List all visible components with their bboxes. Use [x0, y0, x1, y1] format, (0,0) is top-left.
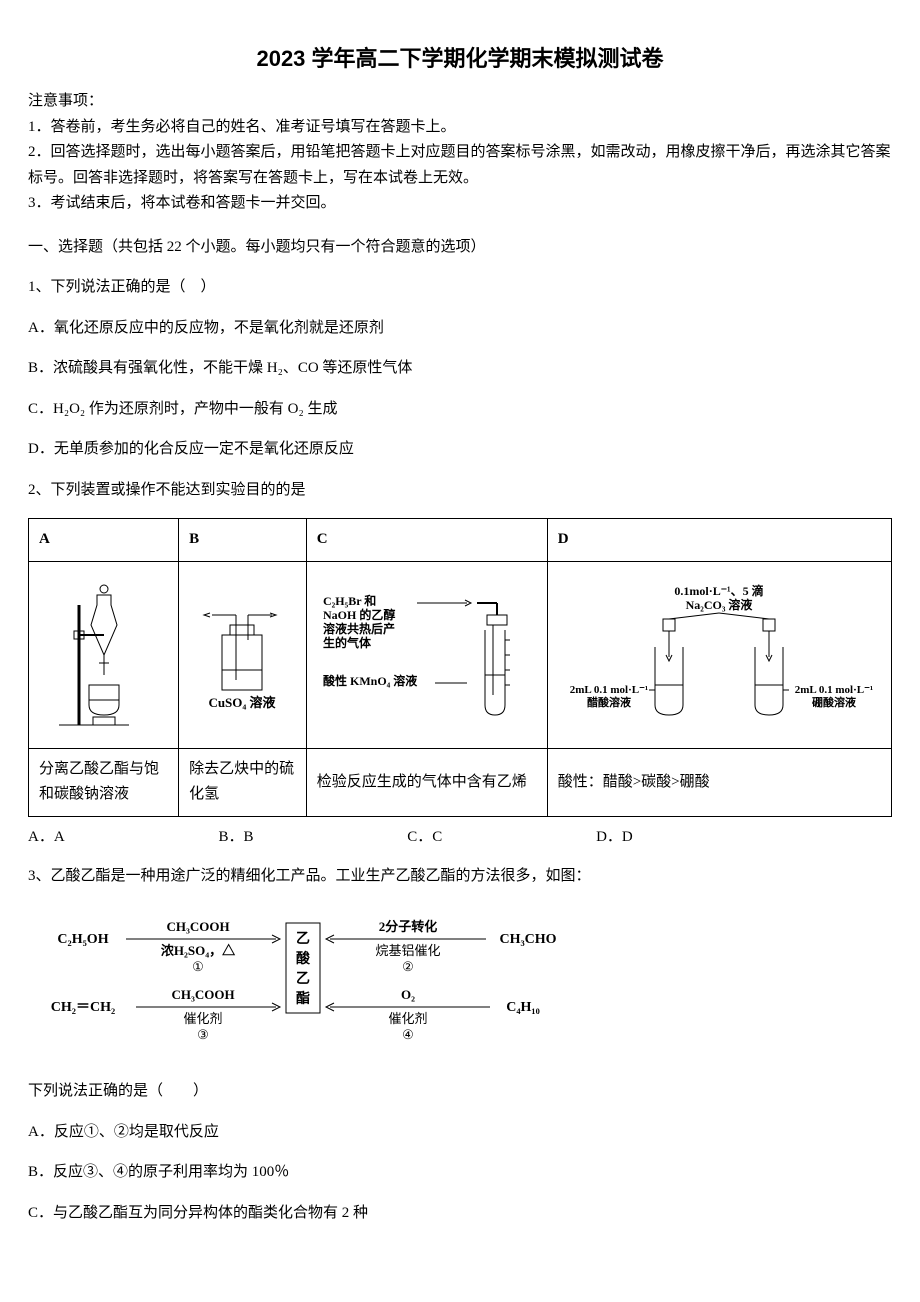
svg-text:酸性 KMnO₄ 溶液: 酸性 KMnO₄ 溶液: [323, 673, 417, 688]
q3-tail: 下列说法正确的是（ ）: [28, 1079, 892, 1105]
svg-text:2mL 0.1 mol·L⁻¹: 2mL 0.1 mol·L⁻¹: [795, 684, 873, 696]
svg-text:醋酸溶液: 醋酸溶液: [587, 695, 632, 709]
svg-text:CH₃COOH: CH₃COOH: [166, 919, 229, 934]
svg-text:Na₂CO₃ 溶液: Na₂CO₃ 溶液: [686, 597, 753, 612]
svg-text:C₂H₅OH: C₂H₅OH: [57, 932, 108, 947]
q3-opt-a: A．反应①、②均是取代反应: [28, 1120, 892, 1146]
notice-item-1: 1．答卷前，考生务必将自己的姓名、准考证号填写在答题卡上。: [28, 115, 892, 141]
svg-text:催化剂: 催化剂: [388, 1011, 427, 1026]
svg-text:②: ②: [402, 959, 414, 974]
q2-th-a: A: [29, 519, 179, 562]
q3-stem: 3、乙酸乙酯是一种用途广泛的精细化工产品。工业生产乙酸乙酯的方法很多，如图：: [28, 864, 892, 890]
q2-fig-c: C₂H₅Br 和 NaOH 的乙醇 溶液共热后产 生的气体 酸性 KMnO₄ 溶…: [306, 561, 547, 748]
q1-stem: 1、下列说法正确的是（ ）: [28, 275, 892, 301]
q2-opt-d: D．D: [596, 825, 633, 851]
q1-opt-a: A．氧化还原反应中的反应物，不是氧化剂就是还原剂: [28, 316, 892, 342]
q2-th-c: C: [306, 519, 547, 562]
svg-text:溶液共热后产: 溶液共热后产: [323, 621, 395, 636]
svg-text:浓H₂SO₄，△: 浓H₂SO₄，△: [161, 943, 236, 958]
svg-text:CH₂＝CH₂: CH₂＝CH₂: [51, 1000, 115, 1015]
q2-options: A．A B．B C．C D．D: [28, 825, 633, 851]
svg-text:CH₃COOH: CH₃COOH: [171, 987, 234, 1002]
q2-fig-d: 0.1mol·L⁻¹、5 滴 Na₂CO₃ 溶液 2mL 0.1 mol·L⁻¹…: [547, 561, 891, 748]
gas-wash-bottle-icon: CuSO₄ 溶液: [192, 595, 292, 715]
svg-text:C₄H₁₀: C₄H₁₀: [506, 1000, 540, 1015]
svg-text:C₂H₅Br 和: C₂H₅Br 和: [323, 593, 376, 608]
svg-text:④: ④: [402, 1027, 414, 1042]
notice-item-3: 3．考试结束后，将本试卷和答题卡一并交回。: [28, 191, 892, 217]
page-title: 2023 学年高二下学期化学期末模拟测试卷: [28, 40, 892, 77]
svg-text:催化剂: 催化剂: [183, 1011, 222, 1026]
q2-desc-a: 分离乙酸乙酯与饱和碳酸钠溶液: [29, 748, 179, 816]
svg-text:①: ①: [192, 959, 204, 974]
q3-diagram: 乙 酸 乙 酯 C₂H₅OH CH₃COOH 浓H₂SO₄，△ ① CH₂＝CH…: [28, 905, 892, 1065]
separating-funnel-icon: [49, 575, 159, 735]
svg-text:O₂: O₂: [401, 987, 415, 1002]
svg-text:乙: 乙: [296, 971, 310, 987]
svg-text:CuSO₄ 溶液: CuSO₄ 溶液: [209, 695, 276, 710]
q1-opt-c: C．H₂O₂ 作为还原剂时，产物中一般有 O₂ 生成: [28, 397, 892, 423]
q1-opt-d: D．无单质参加的化合反应一定不是氧化还原反应: [28, 437, 892, 463]
q2-th-d: D: [547, 519, 891, 562]
svg-text:烷基铝催化: 烷基铝催化: [375, 943, 440, 958]
q2-desc-c: 检验反应生成的气体中含有乙烯: [306, 748, 547, 816]
svg-text:生的气体: 生的气体: [323, 635, 372, 650]
q2-th-b: B: [179, 519, 307, 562]
svg-text:2mL 0.1 mol·L⁻¹: 2mL 0.1 mol·L⁻¹: [570, 684, 648, 696]
svg-text:NaOH 的乙醇: NaOH 的乙醇: [323, 607, 395, 622]
svg-text:2分子转化: 2分子转化: [379, 919, 438, 934]
gas-test-tube-icon: C₂H₅Br 和 NaOH 的乙醇 溶液共热后产 生的气体 酸性 KMnO₄ 溶…: [317, 575, 537, 735]
q2-opt-b: B．B: [218, 825, 253, 851]
section-1-head: 一、选择题（共包括 22 个小题。每小题均只有一个符合题意的选项）: [28, 235, 892, 261]
dropper-tubes-icon: 0.1mol·L⁻¹、5 滴 Na₂CO₃ 溶液 2mL 0.1 mol·L⁻¹…: [559, 575, 879, 735]
svg-text:酯: 酯: [296, 990, 310, 1007]
svg-text:③: ③: [197, 1027, 209, 1042]
q3-opt-b: B．反应③、④的原子利用率均为 100％: [28, 1160, 892, 1186]
svg-text:硼酸溶液: 硼酸溶液: [812, 695, 857, 709]
q2-opt-a: A．A: [28, 825, 65, 851]
svg-text:酸: 酸: [296, 950, 311, 967]
q2-table: A B C D: [28, 518, 892, 817]
q2-opt-c: C．C: [407, 825, 442, 851]
q1-opt-b: B．浓硫酸具有强氧化性，不能干燥 H₂、CO 等还原性气体: [28, 356, 892, 382]
q2-desc-b: 除去乙炔中的硫化氢: [179, 748, 307, 816]
svg-text:乙: 乙: [296, 931, 310, 947]
svg-text:CH₃CHO: CH₃CHO: [499, 932, 556, 947]
notice-head: 注意事项：: [28, 89, 892, 115]
q2-fig-a: [29, 561, 179, 748]
q2-stem: 2、下列装置或操作不能达到实验目的的是: [28, 478, 892, 504]
q2-fig-b: CuSO₄ 溶液: [179, 561, 307, 748]
notice-item-2: 2．回答选择题时，选出每小题答案后，用铅笔把答题卡上对应题目的答案标号涂黑，如需…: [28, 140, 892, 191]
svg-text:0.1mol·L⁻¹、5 滴: 0.1mol·L⁻¹、5 滴: [675, 583, 764, 598]
reaction-scheme-icon: 乙 酸 乙 酯 C₂H₅OH CH₃COOH 浓H₂SO₄，△ ① CH₂＝CH…: [28, 905, 588, 1055]
q2-desc-d: 酸性：醋酸>碳酸>硼酸: [547, 748, 891, 816]
q3-opt-c: C．与乙酸乙酯互为同分异构体的酯类化合物有 2 种: [28, 1201, 892, 1227]
